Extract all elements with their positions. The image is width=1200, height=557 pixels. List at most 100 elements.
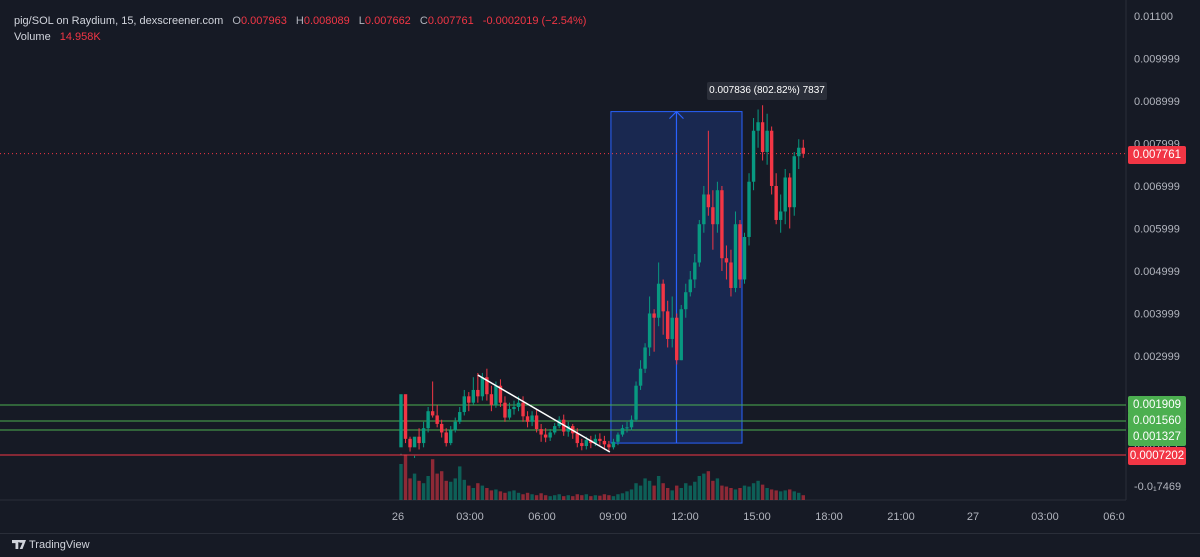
y-tick-label: 0.01100 [1134, 11, 1173, 23]
candle-body [715, 190, 720, 225]
volume-bar [656, 476, 661, 500]
trendline-segment [477, 374, 611, 453]
candle-body [485, 377, 489, 395]
symbol-title[interactable]: pig/SOL on Raydium, 15, dexscreener.com [14, 15, 224, 27]
tradingview-brand[interactable]: TradingView [12, 539, 90, 551]
volume-bar [634, 483, 638, 500]
candle-body [507, 409, 512, 418]
volume-bar [516, 492, 521, 500]
level-label-3: 0.001327 [1128, 428, 1186, 446]
candle-body [693, 262, 697, 280]
candle-body [503, 402, 507, 418]
candle-body [476, 389, 480, 397]
x-tick-label: 26 [392, 511, 404, 523]
candle-body [449, 430, 453, 444]
volume-label: Volume [14, 31, 51, 43]
candle-body [584, 440, 589, 447]
candle-body [539, 429, 543, 435]
legend-row-ohlc: pig/SOL on Raydium, 15, dexscreener.com … [14, 13, 586, 29]
volume-bar [661, 483, 665, 500]
volume-bar [421, 483, 426, 500]
volume-bar [652, 485, 656, 500]
candle-body [430, 411, 435, 416]
candle-body [788, 177, 792, 208]
volume-bar [489, 490, 494, 500]
volume-bar [589, 496, 593, 500]
x-tick-label: 12:00 [671, 511, 699, 523]
volume-bar [458, 466, 462, 500]
candle-body [616, 434, 620, 442]
candle-body [634, 385, 638, 420]
candle-body [665, 311, 670, 339]
volume-bar [403, 454, 408, 500]
candle-body [688, 279, 692, 293]
candle-body [412, 436, 417, 448]
volume-bar [702, 473, 706, 500]
candle-body [399, 394, 403, 448]
candle-body [521, 402, 525, 417]
volume-bar [720, 485, 724, 500]
x-tick-label: 06:00 [528, 511, 556, 523]
candle-body [778, 211, 783, 220]
level-label-4: 0.0007202 [1128, 447, 1186, 465]
volume-bar [494, 489, 498, 500]
volume-bar [453, 478, 457, 500]
open-value: 0.007963 [240, 15, 287, 27]
volume-bar [792, 491, 796, 500]
x-tick-label: 15:00 [743, 511, 771, 523]
volume-bar [629, 489, 634, 500]
y-tick-label: 0.008999 [1134, 96, 1180, 108]
candle-body [797, 147, 801, 157]
candle-body [403, 394, 408, 439]
volume-bar [788, 489, 792, 500]
measure-arrow-head [669, 110, 684, 120]
volume-bar [557, 494, 561, 500]
volume-bar [611, 496, 616, 500]
x-tick-label: 03:00 [456, 511, 484, 523]
candle-body [566, 426, 570, 432]
candle-body [724, 258, 729, 263]
candle-body [417, 436, 421, 444]
volume-bar [412, 473, 417, 500]
volume-bar [593, 495, 598, 500]
candle-body [733, 224, 738, 288]
candle-body [580, 443, 584, 447]
volume-bar [399, 464, 403, 500]
volume-bar [769, 489, 774, 500]
candle-body [747, 181, 751, 237]
volume-bar [675, 485, 679, 500]
volume-bar [625, 491, 629, 500]
candle-body [435, 415, 439, 424]
candle-body [480, 377, 485, 397]
candle-body [534, 415, 539, 430]
candle-body [684, 292, 688, 310]
volume-bar [638, 485, 643, 500]
volume-bars [399, 454, 805, 500]
volume-bar [575, 494, 579, 500]
candle-body [426, 411, 430, 429]
candle-body [453, 421, 457, 431]
low-label: L [358, 15, 365, 27]
volume-bar [417, 480, 421, 500]
volume-bar [525, 492, 530, 500]
volume-bar [444, 480, 448, 500]
volume-bar [539, 493, 543, 500]
candle-body [471, 389, 476, 403]
close-value: 0.007761 [427, 15, 474, 27]
volume-bar [747, 486, 751, 500]
level-label-1: 0.001909 [1128, 396, 1186, 414]
candle-body [751, 130, 756, 182]
volume-bar [435, 473, 439, 500]
candle-body [458, 412, 462, 422]
x-axis[interactable]: 26 03:00 06:00 09:00 12:00 15:00 18:00 21:00 27 0… [392, 511, 1125, 523]
volume-bar [616, 494, 620, 500]
candle-body [702, 194, 706, 225]
last-price-label: 0.007761 [1128, 146, 1186, 164]
volume-bar [742, 485, 747, 500]
volume-bar [584, 494, 589, 500]
volume-bar [498, 491, 503, 500]
volume-bar [534, 495, 539, 500]
volume-bar [797, 492, 801, 500]
candle-body [516, 402, 521, 407]
